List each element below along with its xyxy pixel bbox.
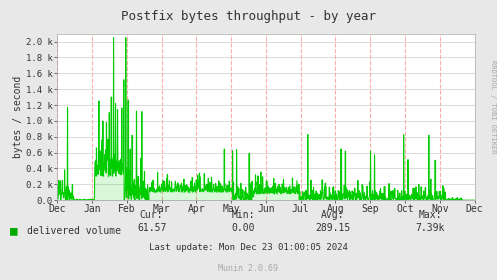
Text: Last update: Mon Dec 23 01:00:05 2024: Last update: Mon Dec 23 01:00:05 2024 [149,243,348,252]
Text: RRDTOOL / TOBI OETIKER: RRDTOOL / TOBI OETIKER [490,60,496,153]
Text: Avg:: Avg: [321,210,345,220]
Text: Cur:: Cur: [140,210,164,220]
Y-axis label: bytes / second: bytes / second [13,76,23,158]
Text: 0.00: 0.00 [232,223,255,233]
Text: Max:: Max: [418,210,442,220]
Text: delivered volume: delivered volume [27,226,121,236]
Text: Min:: Min: [232,210,255,220]
Text: 61.57: 61.57 [137,223,166,233]
Text: Munin 2.0.69: Munin 2.0.69 [219,264,278,273]
Text: Postfix bytes throughput - by year: Postfix bytes throughput - by year [121,10,376,23]
Text: 289.15: 289.15 [316,223,350,233]
Text: ■: ■ [10,225,17,237]
Text: 7.39k: 7.39k [415,223,445,233]
